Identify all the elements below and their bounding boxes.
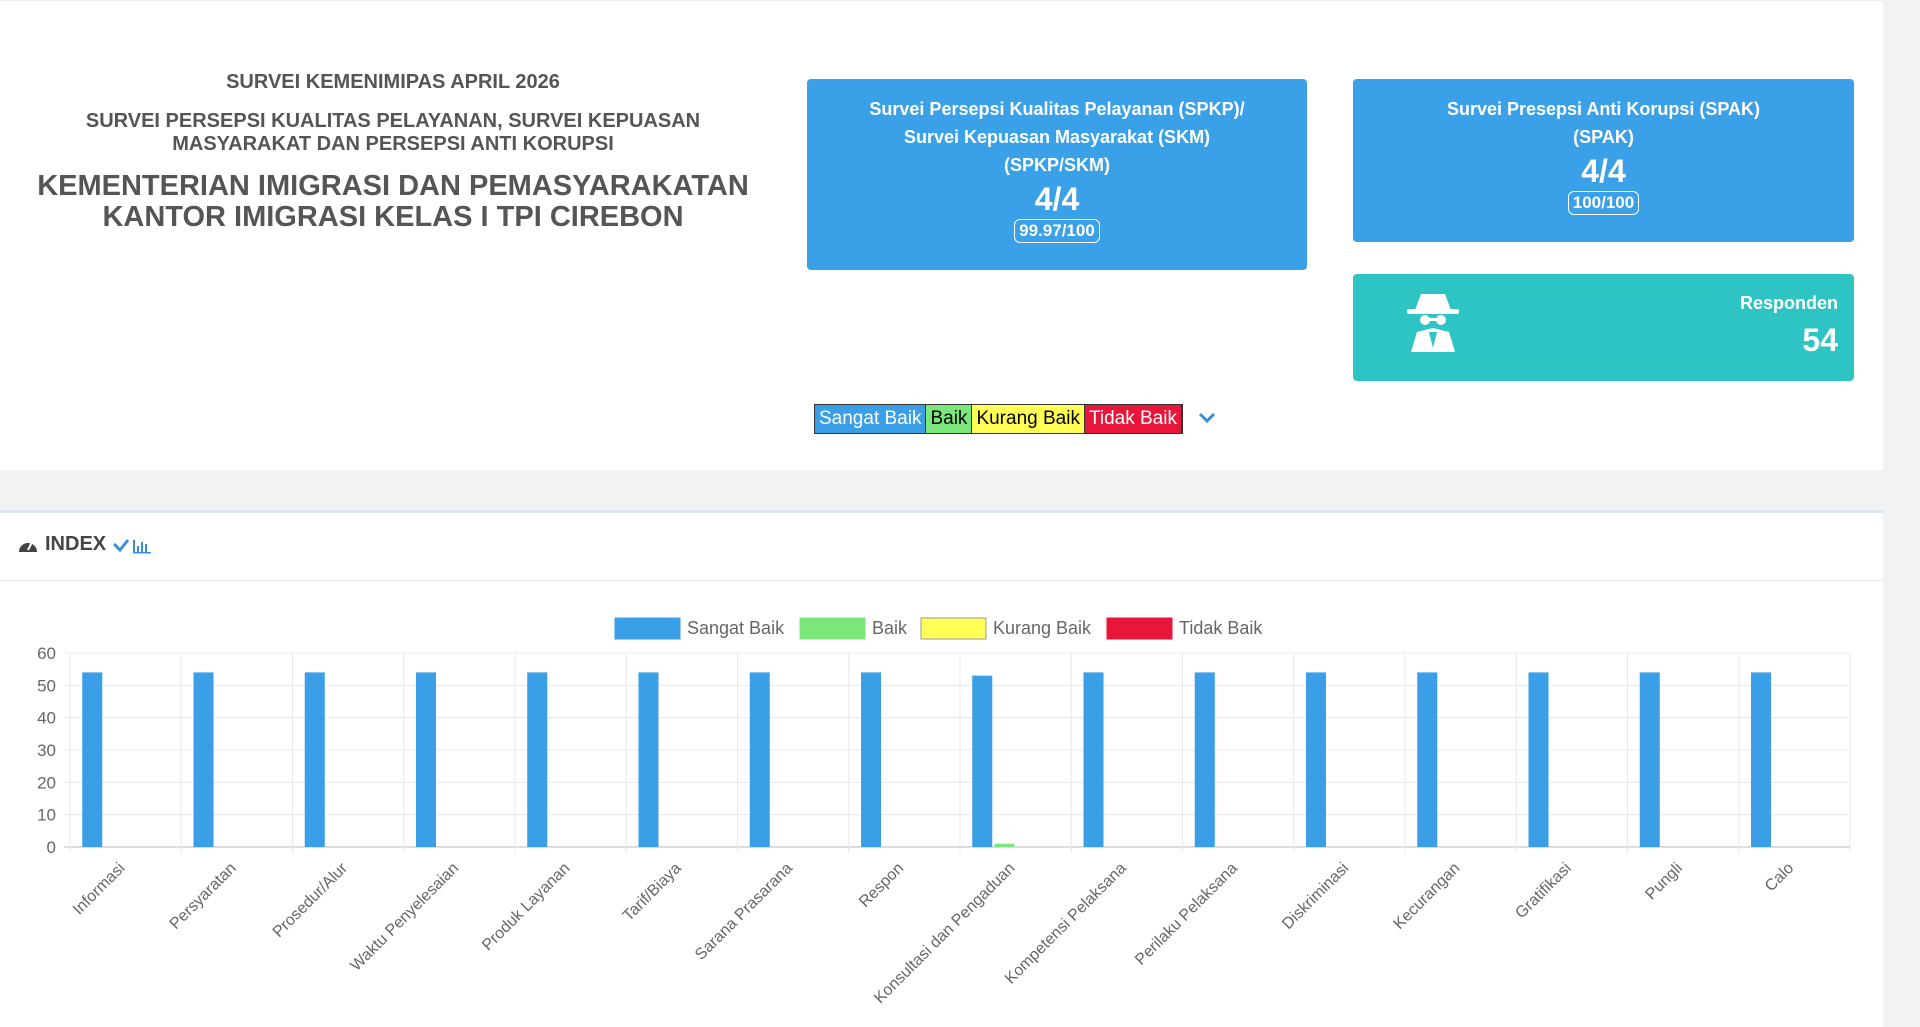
bar: [527, 672, 548, 847]
x-tick-label: Pungli: [1642, 860, 1685, 903]
bar: [82, 672, 103, 847]
summary-panel: SURVEI KEMENIMIPAS APRIL 2026 SURVEI PER…: [0, 0, 1883, 470]
x-tick-label: Calo: [1762, 860, 1797, 895]
legend-label: Baik: [872, 618, 908, 638]
legend-swatch: [799, 617, 866, 640]
office-line: KEMENTERIAN IMIGRASI DAN PEMASYARAKATAN: [37, 170, 749, 202]
respondents-card: Responden 54: [1353, 274, 1854, 381]
bar: [304, 672, 325, 847]
legend-chip: Kurang Baik: [972, 405, 1085, 433]
respondents-count: 54: [1802, 322, 1838, 358]
x-tick-label: Tarif/Biaya: [620, 860, 685, 925]
bar: [972, 675, 993, 847]
y-tick-label: 60: [37, 644, 56, 663]
x-tick-label: Diskriminasi: [1279, 860, 1352, 933]
x-tick-label: Perilaku Pelaksana: [1132, 860, 1241, 969]
legend-label: Kurang Baik: [993, 618, 1092, 638]
legend-chip: Sangat Baik: [815, 405, 927, 433]
bar: [1639, 672, 1660, 847]
index-header: INDEX: [17, 533, 154, 556]
x-tick-label: Prosedur/Alur: [270, 859, 352, 941]
office-name: KEMENTERIAN IMIGRASI DAN PEMASYARAKATAN …: [30, 171, 756, 233]
respondents-label: Responden: [1739, 293, 1838, 313]
legend-label: Tidak Baik: [1179, 618, 1263, 638]
bar: [193, 672, 214, 847]
x-tick-label: Kompetensi Pelaksana: [1002, 860, 1130, 988]
spak-card: Survei Presepsi Anti Korupsi (SPAK) (SPA…: [1353, 79, 1854, 242]
x-tick-label: Persyaratan: [167, 860, 240, 933]
y-tick-label: 50: [37, 676, 56, 695]
spkp-card: Survei Persepsi Kualitas Pelayanan (SPKP…: [807, 79, 1307, 270]
card-title: Survei Presepsi Anti Korupsi (SPAK): [1446, 99, 1761, 119]
bar: [860, 672, 882, 847]
gauge-icon: [19, 541, 37, 552]
x-tick-label: Produk Layanan: [479, 860, 573, 954]
card-title: (SPKP/SKM): [1003, 155, 1110, 175]
y-tick-label: 30: [37, 741, 56, 760]
index-chart: Sangat Baik Baik Kurang Baik Tidak Baik 0 10 2…: [37, 617, 1851, 1007]
bar: [415, 672, 437, 847]
card-score: 4/4: [1581, 153, 1626, 189]
bar: [1750, 672, 1772, 847]
legend-swatch: [1106, 617, 1173, 640]
bar: [994, 843, 1015, 847]
legend-swatch: [614, 617, 681, 640]
legend-chip: Baik: [926, 405, 973, 433]
card-title: (SPAK): [1573, 127, 1634, 147]
x-tick-label: Waktu Penyelesaian: [347, 860, 462, 975]
x-tick-label: Informasi: [70, 860, 129, 919]
x-tick-label: Respon: [856, 860, 907, 911]
card-index: 100/100: [1567, 191, 1640, 215]
survey-title: SURVEI KEMENIMIPAS APRIL 2026: [226, 71, 560, 93]
spy-icon: [1407, 294, 1459, 352]
index-title: INDEX: [45, 533, 107, 555]
legend-swatch: [920, 617, 987, 640]
x-tick-label: Kecurangan: [1390, 860, 1463, 933]
y-tick-label: 20: [37, 773, 56, 792]
survey-subtitle: SURVEI PERSEPSI KUALITAS PELAYANAN, SURV…: [30, 110, 756, 156]
card-score: 4/4: [1034, 181, 1080, 217]
card-index: 99.97/100: [1014, 219, 1100, 243]
y-tick-label: 40: [37, 709, 56, 728]
bar: [1528, 672, 1549, 847]
bar: [1417, 672, 1438, 847]
category-legend: Sangat Baik Baik Kurang Baik Tidak Baik: [814, 404, 1183, 434]
x-tick-label: Sarana Prasarana: [692, 860, 796, 964]
legend-label: Sangat Baik: [687, 618, 785, 638]
subtitle-line: MASYARAKAT DAN PERSEPSI ANTI KORUPSI: [172, 133, 614, 155]
y-tick-label: 0: [47, 838, 56, 857]
dropdown-chevron[interactable]: [1198, 411, 1216, 425]
bar: [1194, 672, 1215, 847]
bar: [749, 672, 770, 847]
chart-toggle[interactable]: [112, 536, 154, 554]
y-tick-label: 10: [37, 806, 56, 825]
office-line: KANTOR IMIGRASI KELAS I TPI CIREBON: [102, 201, 684, 233]
bar: [1305, 672, 1327, 847]
x-tick-label: Gratifikasi: [1512, 860, 1574, 922]
legend-chip: Tidak Baik: [1084, 405, 1182, 433]
card-title: Survei Persepsi Kualitas Pelayanan (SPKP…: [869, 99, 1245, 119]
subtitle-line: SURVEI PERSEPSI KUALITAS PELAYANAN, SURV…: [85, 110, 701, 132]
bar: [1083, 672, 1104, 847]
bar: [638, 672, 659, 847]
card-title: Survei Kepuasan Masyarakat (SKM): [903, 127, 1211, 147]
